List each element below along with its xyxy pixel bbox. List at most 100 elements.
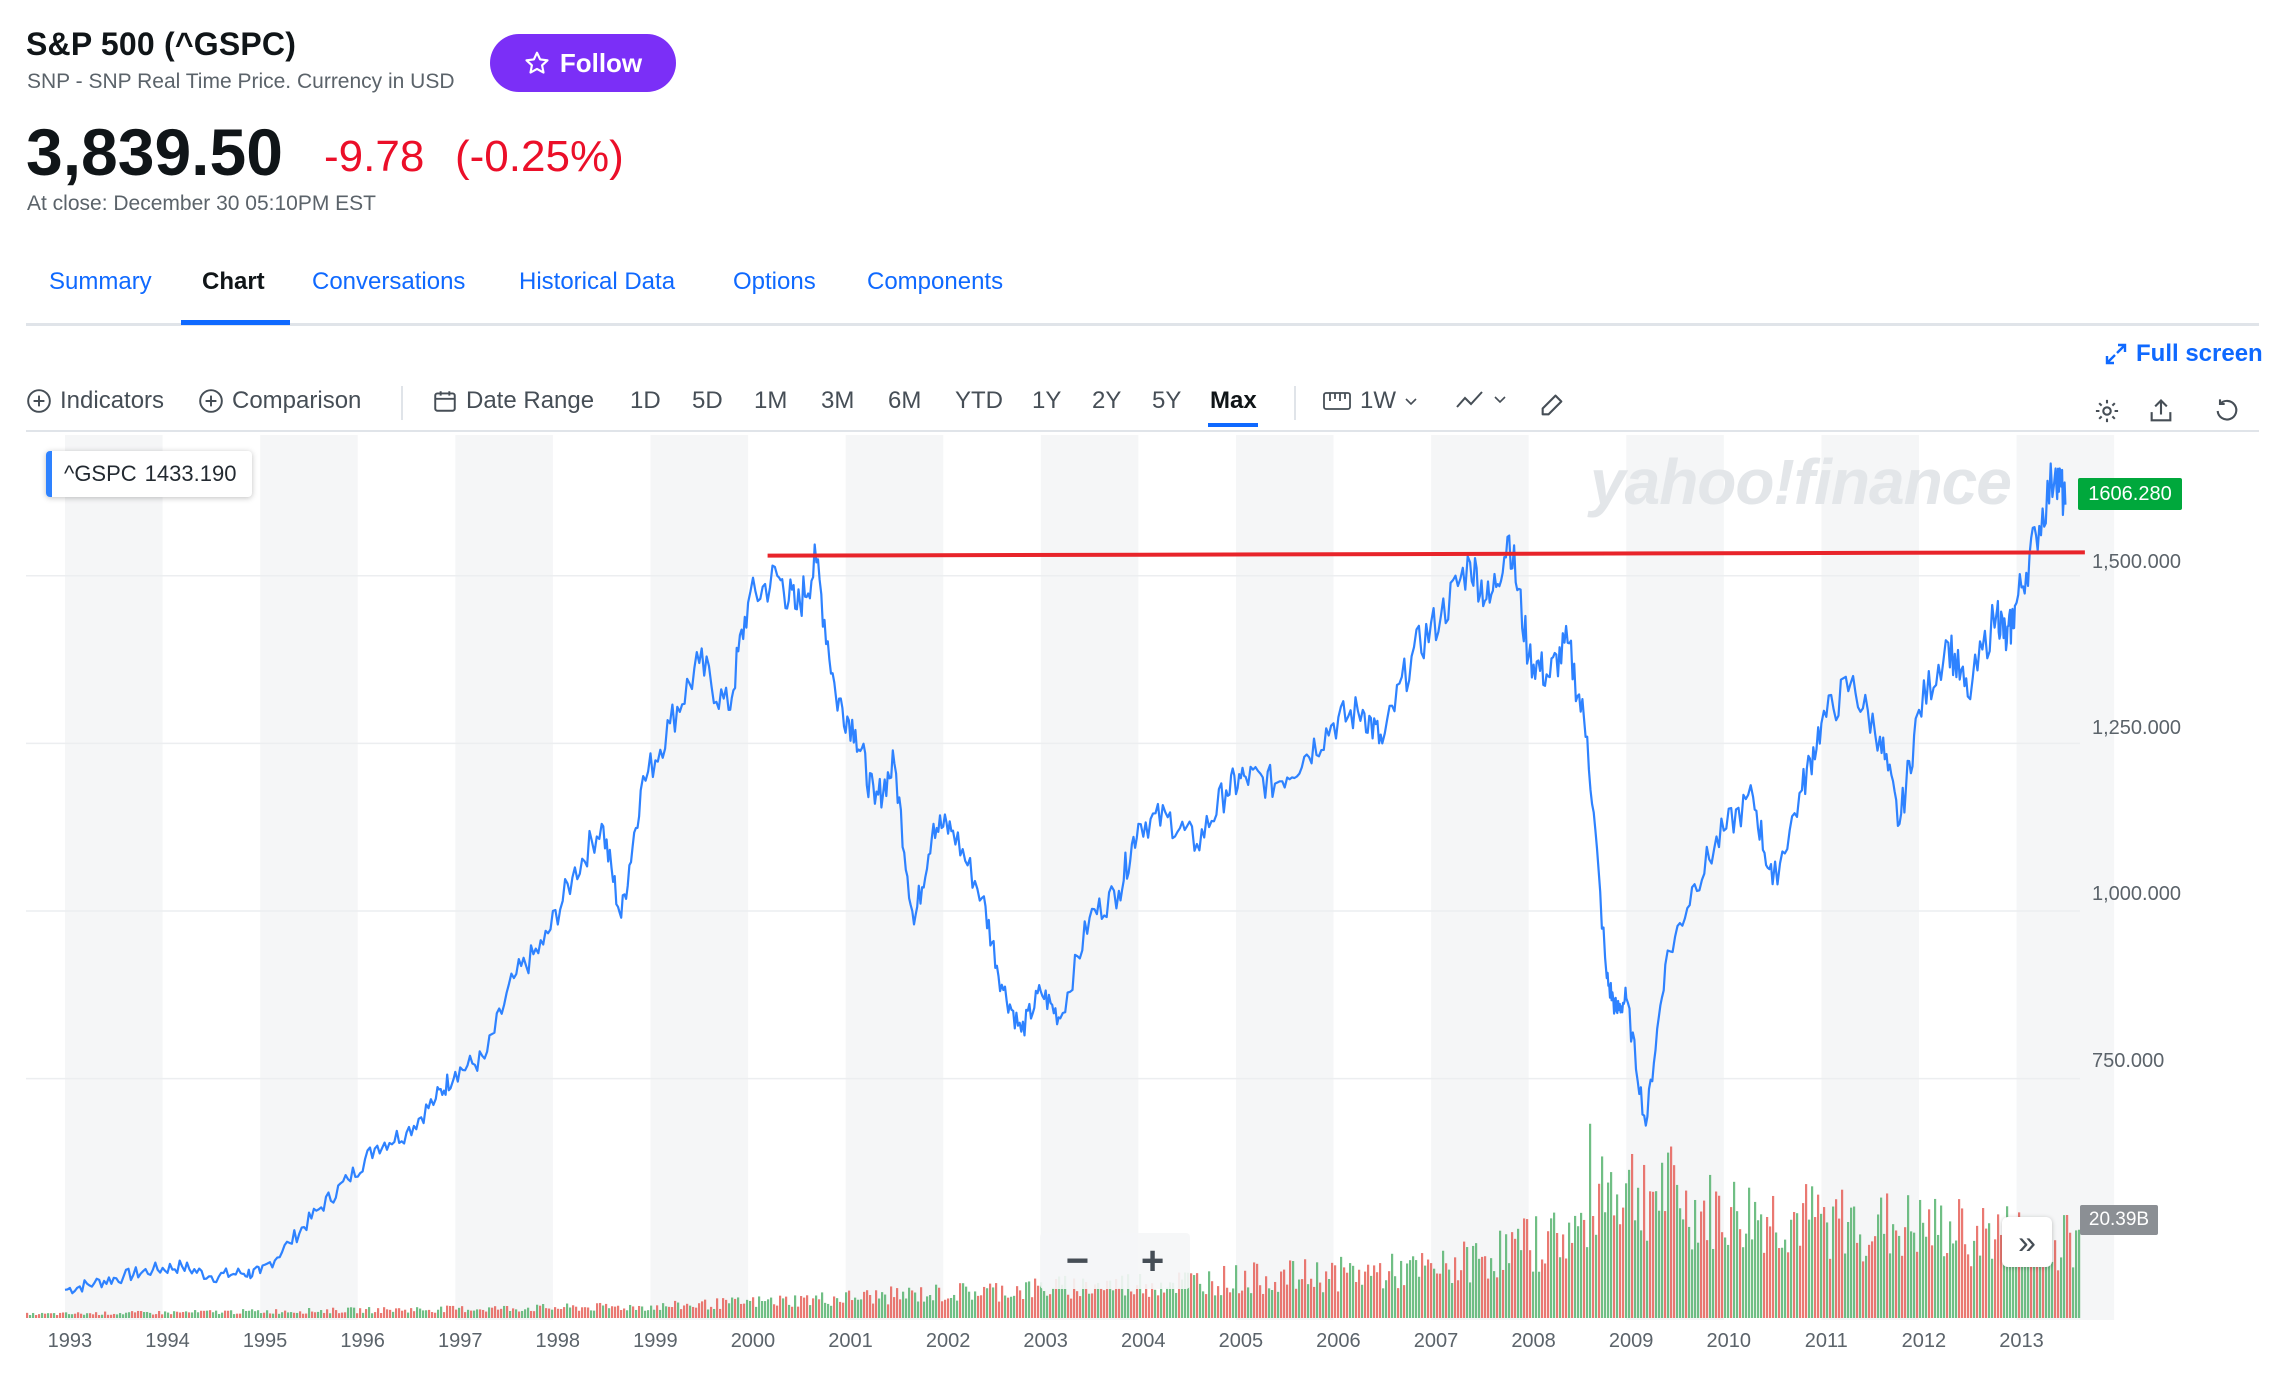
share-button[interactable] <box>2144 394 2178 428</box>
volume-bar <box>944 1299 947 1318</box>
year-band <box>845 435 944 1320</box>
tab-conversations[interactable]: Conversations <box>312 268 466 295</box>
tab-options[interactable]: Options <box>733 268 816 295</box>
volume-bar <box>1664 1211 1667 1318</box>
chart-type-dropdown[interactable] <box>1455 387 1507 411</box>
follow-button[interactable]: Follow <box>490 34 676 92</box>
range-ytd[interactable]: YTD <box>955 387 1003 414</box>
volume-bar <box>434 1312 437 1318</box>
volume-bar <box>1622 1207 1625 1318</box>
range-5y[interactable]: 5Y <box>1152 387 1182 414</box>
volume-bar <box>101 1314 104 1318</box>
volume-bar <box>1760 1214 1763 1318</box>
volume-bar <box>527 1307 530 1318</box>
volume-bar <box>938 1287 941 1318</box>
volume-bar <box>1211 1281 1214 1318</box>
volume-bar <box>830 1305 833 1318</box>
calendar-icon <box>434 391 456 412</box>
volume-bar <box>1202 1291 1205 1318</box>
volume-bar <box>200 1310 203 1318</box>
volume-bar <box>590 1310 593 1318</box>
volume-bar <box>692 1306 695 1318</box>
volume-bar <box>836 1298 839 1318</box>
volume-bar <box>1967 1254 1970 1318</box>
zoom-out-button[interactable]: − <box>1065 1238 1090 1283</box>
volume-bar <box>2057 1270 2060 1318</box>
volume-bar <box>911 1290 914 1318</box>
volume-bar <box>1448 1269 1451 1318</box>
range-1y[interactable]: 1Y <box>1032 387 1062 414</box>
tabs-divider <box>26 323 2259 326</box>
volume-bar <box>1808 1219 1811 1318</box>
volume-bar <box>1160 1282 1163 1318</box>
volume-bar <box>866 1290 869 1318</box>
volume-bar <box>1382 1288 1385 1318</box>
range-5d[interactable]: 5D <box>692 387 723 414</box>
volume-bar <box>1040 1282 1043 1318</box>
draw-button[interactable] <box>1535 388 1569 422</box>
volume-bar <box>593 1310 596 1318</box>
volume-bar <box>1850 1207 1853 1318</box>
y-tick-label: 1,500.000 <box>2092 551 2181 573</box>
volume-bar <box>1016 1286 1019 1318</box>
volume-bar <box>176 1311 179 1318</box>
volume-bar <box>1859 1234 1862 1318</box>
volume-bar <box>1943 1256 1946 1318</box>
zoom-in-button[interactable]: + <box>1140 1238 1165 1283</box>
volume-bar <box>1871 1241 1874 1318</box>
volume-bar <box>428 1309 431 1318</box>
volume-bar <box>1586 1247 1589 1318</box>
volume-bar <box>2069 1232 2072 1318</box>
volume-bar <box>905 1298 908 1318</box>
volume-bar <box>1193 1275 1196 1318</box>
volume-bar <box>1007 1297 1010 1318</box>
range-1m[interactable]: 1M <box>754 387 788 414</box>
volume-bar <box>407 1312 410 1318</box>
volume-bar <box>1166 1287 1169 1318</box>
volume-bar <box>1220 1295 1223 1318</box>
reset-button[interactable] <box>2210 394 2244 428</box>
volume-bar <box>1979 1255 1982 1318</box>
range-2y[interactable]: 2Y <box>1092 387 1122 414</box>
volume-bar <box>242 1309 245 1318</box>
expand-chart-button[interactable]: » <box>2002 1217 2052 1267</box>
date-range-button[interactable]: Date Range <box>432 387 594 415</box>
comparison-button[interactable]: Comparison <box>198 387 361 415</box>
volume-bar <box>812 1298 815 1318</box>
range-max[interactable]: Max <box>1210 387 1257 414</box>
volume-bar <box>368 1307 371 1318</box>
volume-bar <box>1697 1242 1700 1318</box>
interval-dropdown[interactable]: 1W <box>1322 387 1418 415</box>
series-legend[interactable]: ^GSPC 1433.190 <box>46 451 253 497</box>
fullscreen-link[interactable]: Full screen <box>2104 340 2263 368</box>
volume-bar <box>1583 1219 1586 1318</box>
tab-historical-data[interactable]: Historical Data <box>519 268 676 295</box>
volume-bar <box>2054 1240 2057 1318</box>
volume-bar <box>308 1308 311 1318</box>
volume-bar <box>2030 1250 2033 1318</box>
tab-summary[interactable]: Summary <box>49 268 152 295</box>
tab-components[interactable]: Components <box>867 268 1004 295</box>
volume-bar <box>2024 1235 2027 1318</box>
volume-bar <box>1181 1279 1184 1318</box>
volume-bar <box>113 1313 116 1318</box>
volume-bar <box>1175 1292 1178 1318</box>
range-1d[interactable]: 1D <box>630 387 661 414</box>
volume-bar <box>1409 1260 1412 1318</box>
volume-bar <box>1574 1215 1577 1318</box>
tab-chart[interactable]: Chart <box>202 268 265 295</box>
settings-button[interactable] <box>2090 394 2124 428</box>
range-6m[interactable]: 6M <box>888 387 922 414</box>
volume-bar <box>419 1308 422 1318</box>
volume-bar <box>482 1309 485 1318</box>
volume-bar <box>2012 1262 2015 1318</box>
indicators-button[interactable]: Indicators <box>26 387 164 415</box>
volume-bar <box>1169 1282 1172 1318</box>
star-icon <box>525 51 549 74</box>
volume-bar <box>335 1310 338 1318</box>
range-3m[interactable]: 3M <box>821 387 855 414</box>
volume-bar <box>1253 1262 1256 1318</box>
volume-bar <box>371 1313 374 1318</box>
volume-bar <box>1217 1286 1220 1318</box>
